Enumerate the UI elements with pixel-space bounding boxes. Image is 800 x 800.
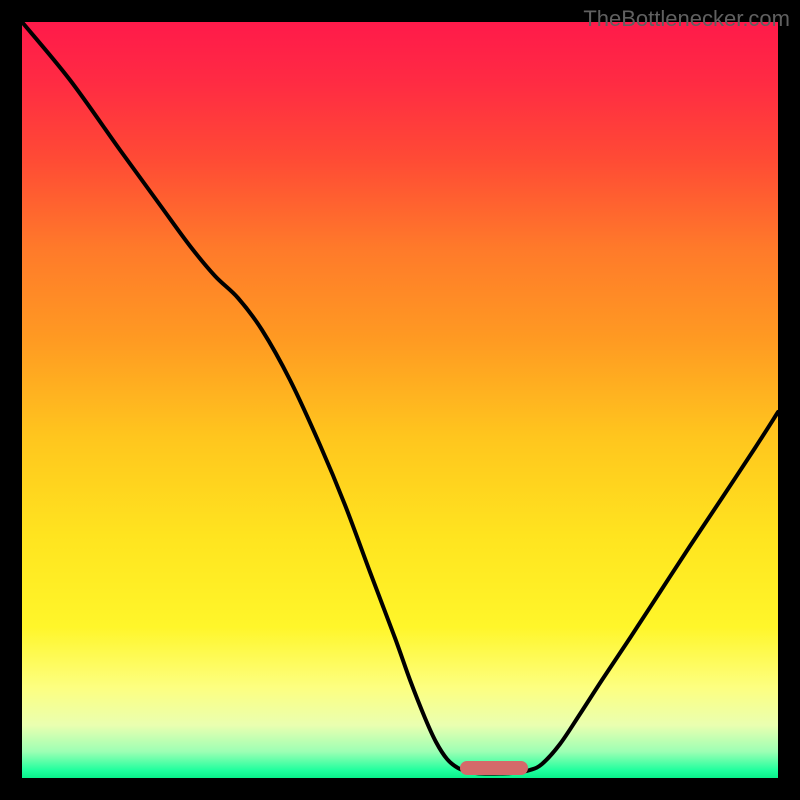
chart-container: TheBottlenecker.com (0, 0, 800, 800)
gradient-background (22, 22, 778, 778)
optimal-marker (460, 761, 528, 775)
chart-svg (0, 0, 800, 800)
watermark-text: TheBottlenecker.com (583, 6, 790, 32)
